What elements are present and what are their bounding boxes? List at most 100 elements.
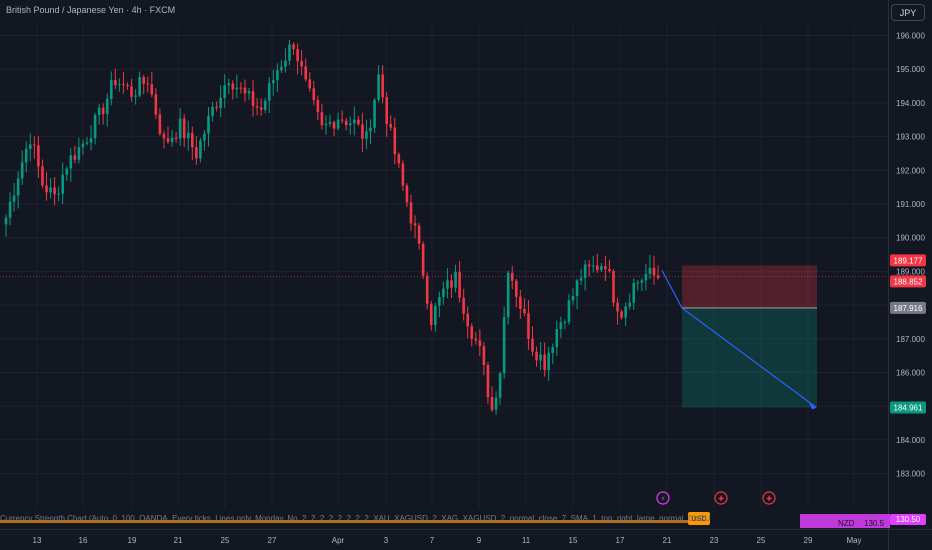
candle-body [81, 143, 85, 148]
candle [348, 116, 352, 135]
candle [49, 178, 52, 199]
candle-body [425, 275, 429, 304]
candle-body [397, 154, 401, 164]
candle [122, 71, 125, 94]
candle-body [644, 274, 648, 281]
candle [73, 145, 77, 164]
candle [235, 74, 239, 99]
indicator-magenta-band [800, 514, 890, 528]
candle [29, 133, 32, 162]
candle-body [490, 397, 494, 410]
candle-body [353, 119, 356, 124]
candle-body [616, 302, 619, 312]
candle-body [652, 267, 656, 276]
candle [531, 326, 534, 357]
candle-body [494, 397, 498, 410]
candle [61, 162, 64, 205]
candle [162, 130, 166, 149]
price-tick-label: 191.000 [896, 200, 925, 209]
price-tick-label: 184.000 [896, 436, 925, 445]
candle [632, 278, 636, 310]
candle-body [462, 297, 465, 314]
price-tick-label: 192.000 [896, 166, 925, 175]
candle-body [482, 346, 486, 366]
projection-arrow [661, 270, 816, 407]
price-axis[interactable]: 183.000184.000185.000186.000187.000188.0… [888, 0, 932, 550]
event-icons[interactable]: USD NZD 130.5 ⚡ ✚ ✚ [0, 491, 890, 528]
candle-body [478, 340, 482, 347]
candle [280, 59, 283, 74]
symbol-title[interactable]: British Pound / Japanese Yen · 4h · FXCM [6, 5, 176, 15]
time-tick-label: Apr [332, 536, 345, 545]
candle-body [308, 79, 312, 89]
candle [33, 136, 36, 159]
candle [539, 342, 542, 371]
candle [272, 69, 275, 96]
candle-body [255, 106, 259, 108]
price-label-bg [890, 275, 926, 288]
candle [515, 278, 518, 308]
candle [596, 253, 599, 273]
candle-body [636, 282, 640, 284]
candle-body [373, 99, 376, 128]
candle [142, 74, 145, 95]
indicator-value-text: 130.50 [896, 515, 921, 524]
indicator-legend[interactable]: Currency Strength Chart (Auto, 0, 100, O… [0, 514, 710, 524]
candle-body [263, 100, 267, 110]
arrow-head [809, 402, 817, 410]
flag-event-icon-ring [762, 491, 776, 505]
candle [227, 78, 231, 94]
candle [523, 298, 526, 316]
candle [20, 150, 24, 186]
candle [105, 93, 109, 127]
candle-body [344, 120, 348, 126]
time-tick-label: 16 [79, 536, 88, 545]
candle [77, 137, 81, 164]
candle-body [320, 112, 324, 126]
time-tick-label: 17 [616, 536, 625, 545]
tag-nzd-text: NZD [838, 519, 855, 528]
candle-body [381, 74, 384, 98]
candle-body [231, 83, 235, 90]
candle [421, 241, 425, 280]
candle-body [523, 308, 526, 314]
candle [442, 281, 445, 305]
flag-event-icon: ✚ [714, 491, 728, 505]
candle [377, 65, 380, 103]
candle-body [114, 80, 117, 86]
candle [591, 256, 595, 273]
candle-body [385, 97, 388, 124]
candle [519, 289, 522, 319]
candle [296, 43, 299, 75]
time-axis[interactable]: 13 16 19 21 25 27 Apr 3 7 9 11 15 17 21 23 25 29 May [0, 529, 932, 546]
time-tick-label: 25 [757, 536, 766, 545]
price-label-current: 188.852 [890, 275, 926, 288]
candle [616, 297, 619, 325]
candle [644, 264, 648, 291]
candle [547, 346, 550, 382]
candle [405, 183, 409, 208]
candle [211, 101, 214, 122]
price-label-text: 184.961 [894, 404, 923, 413]
candle-body [429, 303, 433, 325]
time-tick-label: 21 [663, 536, 672, 545]
candle-body [174, 137, 178, 139]
candle [559, 316, 563, 339]
candle-body [587, 264, 591, 267]
short-position-tool[interactable] [661, 265, 817, 410]
price-label-text: 189.177 [894, 256, 923, 265]
candle [474, 332, 478, 345]
candle [490, 386, 494, 413]
candle [300, 49, 303, 76]
candle [600, 262, 603, 272]
candle [563, 319, 567, 330]
candle-body [138, 77, 141, 96]
candle [494, 391, 498, 415]
candle [259, 98, 263, 116]
candle-body [377, 74, 380, 100]
candle [425, 272, 429, 310]
currency-button[interactable]: JPY [891, 4, 925, 21]
candle-body [498, 373, 502, 398]
candle [134, 89, 137, 105]
